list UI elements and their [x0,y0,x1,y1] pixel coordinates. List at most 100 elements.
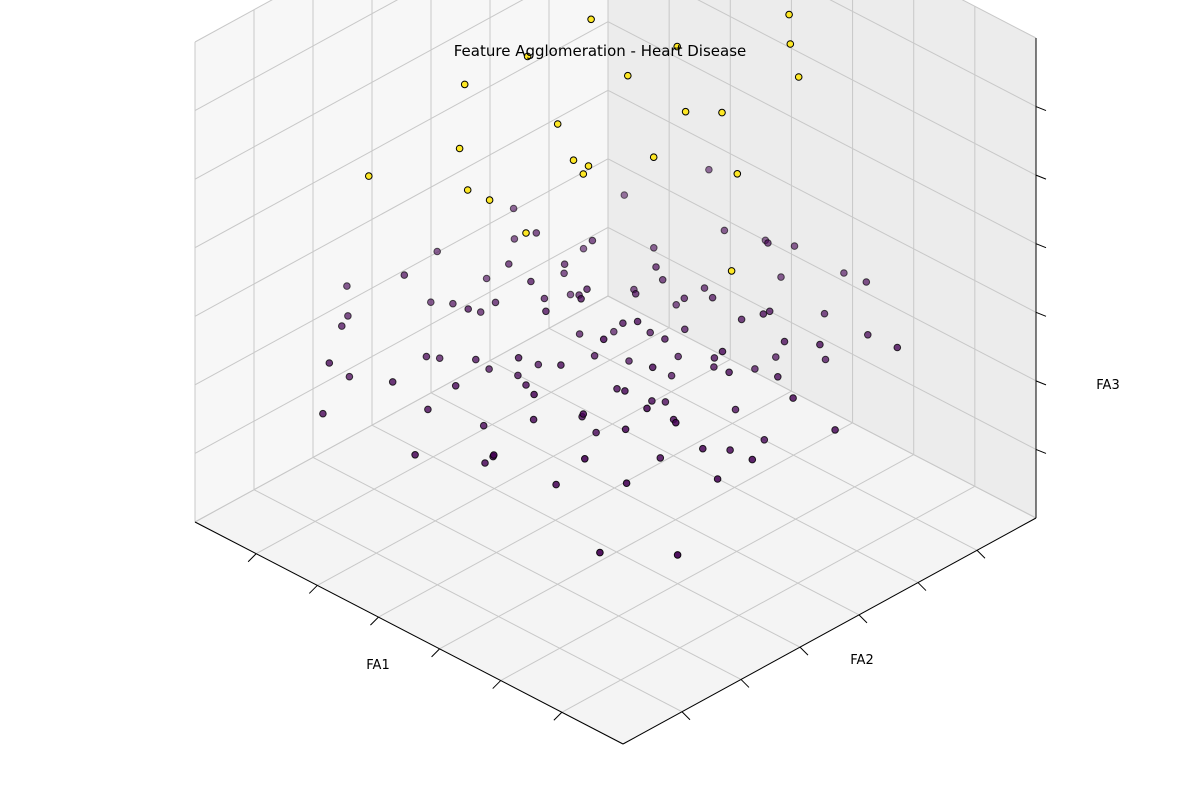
scatter-point-cluster-0 [646,328,655,337]
scatter-point-cluster-0 [893,343,902,352]
scatter-point-cluster-0 [505,260,513,268]
scatter-point-cluster-0 [590,352,599,360]
scatter-point-cluster-0 [648,397,656,405]
grid-line-floor-x [561,485,976,713]
scatter-point-cluster-0 [718,347,727,356]
x-tick [308,585,318,594]
scatter-point-cluster-0 [472,355,480,364]
scatter-point-cluster-0 [681,325,689,334]
scatter-point-cluster-0 [772,353,780,361]
scatter-point-cluster-0 [490,451,498,459]
scatter-point-cluster-1 [553,120,562,128]
grid-line-wall-z [194,0,399,112]
scatter-point-cluster-0 [530,390,538,399]
scatter-point-cluster-0 [485,365,493,373]
scatter-point-cluster-0 [631,290,640,298]
grid-line-wall-z2 [961,0,1037,39]
scatter-point-cluster-0 [831,426,839,434]
scatter-point-cluster-0 [667,371,676,380]
scatter-point-cluster-0 [705,165,713,174]
y-tick [681,711,691,721]
scatter-point-cluster-0 [592,428,600,437]
scatter-point-cluster-1 [624,71,632,80]
grid-line-wall-z [194,226,609,454]
scatter-point-cluster-0 [411,451,419,459]
scatter-point-cluster-1 [649,153,658,161]
x-tick [370,616,379,626]
grid-line-floor-y [312,456,742,680]
y-tick [917,582,927,591]
scatter-point-cluster-0 [325,359,334,367]
scatter-point-cluster-0 [725,368,733,377]
scatter-point-cluster-1 [365,172,373,180]
scatter-point-cluster-0 [522,381,530,389]
scatter-point-cluster-0 [748,455,757,464]
scatter-point-cluster-1 [485,196,494,204]
scatter-point-cluster-0 [491,298,500,307]
scatter-point-cluster-0 [674,352,683,361]
scatter-point-cluster-1 [569,156,578,164]
scatter-point-cluster-0 [424,405,432,414]
left-wall-pane [195,0,608,522]
scatter-point-cluster-1 [794,73,803,81]
scatter-point-cluster-0 [737,315,746,324]
scatter-point-cluster-0 [789,394,797,402]
scatter-point-cluster-0 [319,409,327,418]
scatter-point-cluster-0 [710,354,719,362]
scatter-point-cluster-1 [727,267,736,275]
scatter-point-cluster-0 [621,425,630,434]
scatter-point-cluster-0 [510,235,519,243]
scatter-point-cluster-0 [864,331,872,339]
scatter-point-cluster-1 [584,162,593,170]
scatter-point-cluster-0 [464,305,473,313]
scatter-point-cluster-0 [610,327,618,336]
scatter-point-cluster-0 [433,247,442,256]
z-tick [1035,174,1047,180]
scatter-point-cluster-0 [726,446,734,454]
scatter-point-cluster-1 [460,80,469,89]
grid-line-wall-z [194,0,524,180]
pane-background [195,0,1036,744]
scatter-point-cluster-0 [643,404,651,413]
scatter-point-cluster-0 [514,354,523,362]
scatter-point-cluster-0 [542,307,550,316]
scatter-point-cluster-0 [625,357,633,365]
scatter-point-cluster-0 [579,244,588,253]
scatter-point-cluster-0 [760,436,769,444]
scatter-point-cluster-1 [579,170,588,178]
scatter-point-cluster-0 [579,410,588,418]
grid-line-wall-z2 [607,21,1037,245]
scatter-point-cluster-0 [427,298,435,307]
grid-line-wall-z [194,0,273,43]
scatter-point-cluster-0 [680,294,689,303]
scatter-point-cluster-0 [583,285,591,294]
grid-line-wall-z2 [829,0,1037,108]
scatter-point-cluster-0 [560,269,568,278]
scatter-point-cluster-0 [527,277,535,286]
x-tick [553,711,563,721]
scatter-point-cluster-1 [681,107,690,116]
scatter-point-cluster-0 [777,273,785,281]
x-tick [492,680,502,689]
z-tick [1035,448,1047,454]
scatter-point-cluster-1 [587,15,595,24]
scatter-point-cluster-0 [596,548,604,557]
scatter-point-cluster-0 [713,475,722,483]
scatter-point-cluster-0 [476,308,485,316]
scatter-point-cluster-0 [575,330,584,338]
scatter-point-cluster-0 [790,242,799,250]
scatter-point-cluster-0 [479,421,488,430]
scatter-point-cluster-1 [522,229,530,237]
grid-line-floor-x [317,358,731,586]
z-axis-label: FA3 [1096,378,1119,393]
scatter-point-cluster-0 [673,551,682,559]
scatter-point-cluster-1 [733,170,742,178]
scatter-point-cluster-0 [821,355,830,364]
scatter-point-cluster-0 [650,244,658,252]
scatter-point-cluster-0 [633,317,642,326]
scatter-point-cluster-0 [581,455,589,463]
grid-line-wall-z2 [697,0,1037,176]
right-wall-pane [608,0,1036,518]
grid-line-floor-y [489,360,919,584]
